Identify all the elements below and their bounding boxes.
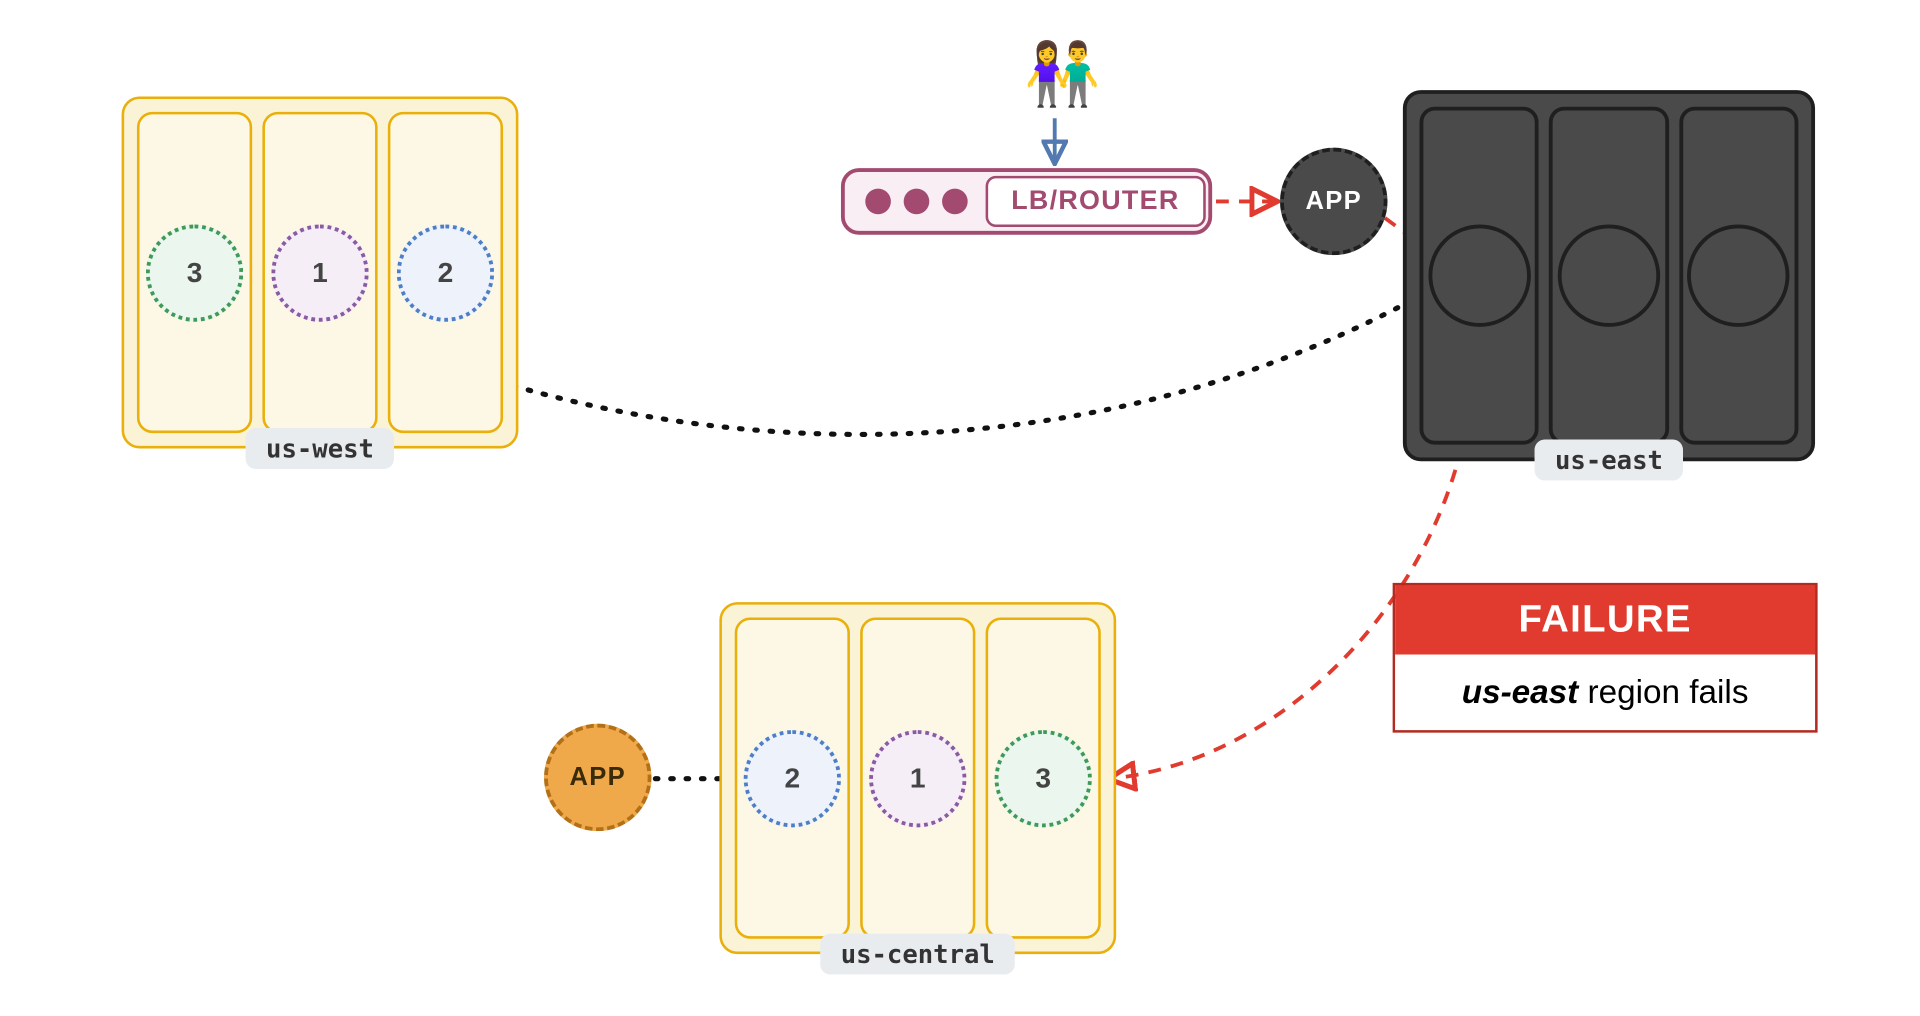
- failure-region-name: us-east: [1462, 672, 1579, 710]
- region-label: us-central: [820, 934, 1015, 975]
- lb-status-dots: [865, 189, 967, 215]
- failure-body-rest: region fails: [1578, 672, 1748, 710]
- region-slot: [1549, 107, 1668, 445]
- lb-dot: [865, 189, 891, 215]
- users-icon: 👫: [1024, 45, 1101, 106]
- region-us-central: 213us-central: [719, 602, 1116, 954]
- region-slot: 2: [735, 617, 850, 938]
- lb-dot: [942, 189, 968, 215]
- region-label: us-west: [246, 428, 395, 469]
- replica-node: [1558, 224, 1660, 326]
- lb-dot: [904, 189, 930, 215]
- failure-callout: FAILURE us-east region fails: [1393, 583, 1818, 733]
- region-slot: 1: [860, 617, 975, 938]
- lb-label: LB/ROUTER: [986, 176, 1206, 227]
- replica-node: [1687, 224, 1789, 326]
- region-us-east: us-east: [1403, 90, 1815, 461]
- replica-node: 1: [869, 729, 966, 826]
- diagram-stage: 👫 LB/ROUTER 312us-west213us-centralus-ea…: [0, 0, 1920, 1015]
- app-orange: APP: [544, 724, 652, 832]
- replica-node: [1428, 224, 1530, 326]
- replica-node: 3: [146, 224, 243, 321]
- region-slot: 1: [262, 112, 377, 433]
- load-balancer: LB/ROUTER: [841, 168, 1212, 235]
- region-slot: 3: [986, 617, 1101, 938]
- region-slot: 3: [137, 112, 252, 433]
- region-slot: [1420, 107, 1539, 445]
- region-label: us-east: [1535, 440, 1684, 481]
- failure-body: us-east region fails: [1395, 655, 1815, 731]
- replica-node: 3: [995, 729, 1092, 826]
- region-slot: 2: [388, 112, 503, 433]
- replica-node: 2: [397, 224, 494, 321]
- replica-node: 1: [271, 224, 368, 321]
- region-slot: [1679, 107, 1798, 445]
- app-dark: APP: [1280, 148, 1388, 256]
- replica-node: 2: [744, 729, 841, 826]
- region-us-west: 312us-west: [122, 96, 519, 448]
- failure-header: FAILURE: [1395, 585, 1815, 654]
